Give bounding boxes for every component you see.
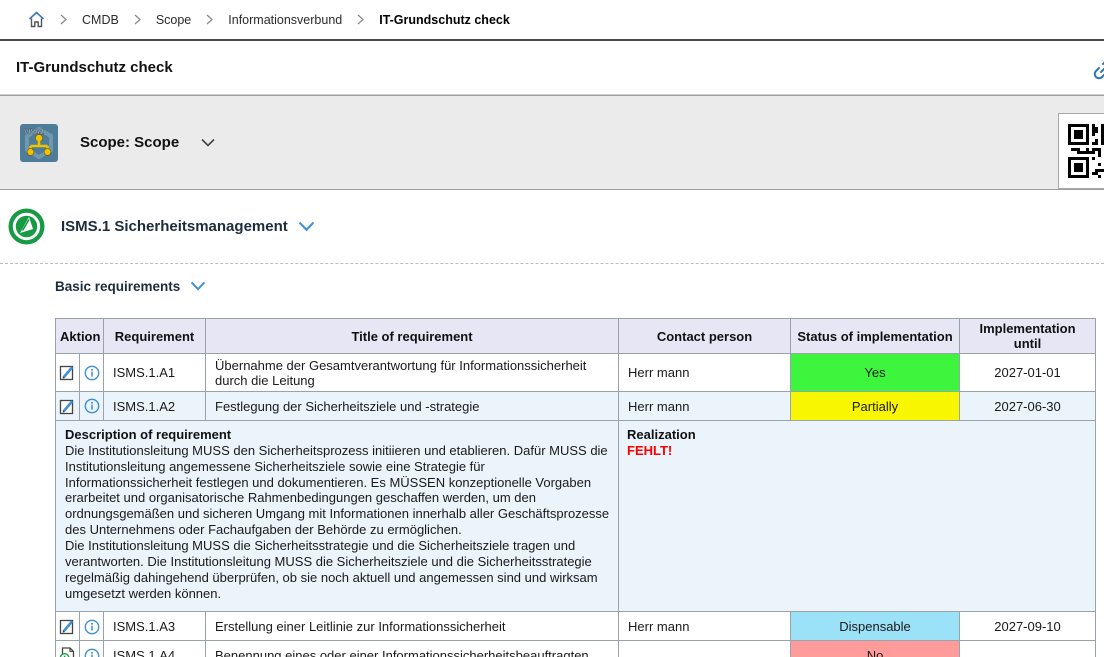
realization-heading: Realization [627, 427, 1087, 443]
column-header-requirement: Requirement [104, 319, 206, 354]
subsection-header: Basic requirements [0, 264, 1104, 318]
requirement-id-cell: ISMS.1.A3 [104, 612, 206, 641]
requirement-title-cell: Erstellung einer Leitlinie zur Informati… [206, 612, 619, 641]
qr-code [1058, 113, 1104, 189]
qr-code-image [1068, 124, 1104, 178]
column-header-title: Title of requirement [206, 319, 619, 354]
column-header-action: Aktion [56, 319, 104, 354]
action-cell-primary [56, 641, 80, 657]
status-cell: Yes [791, 354, 960, 392]
table-row: ISMS.1.A2 Festlegung der Sicherheitsziel… [56, 392, 1096, 421]
scope-title: Scope: Scope [80, 134, 179, 151]
implementation-until-cell: 2027-06-30 [960, 392, 1096, 421]
table-row: ISMS.1.A1 Übernahme der Gesamtverantwort… [56, 354, 1096, 392]
subsection-title: Basic requirements [55, 279, 180, 294]
scope-chevron-down-icon[interactable] [201, 138, 215, 147]
it-grundschutz-check-page: CMDB Scope Informationsverbund IT-Grunds… [0, 0, 1104, 657]
requirement-id-cell: ISMS.1.A1 [104, 354, 206, 392]
compass-icon [8, 208, 45, 245]
status-cell: No [791, 641, 960, 657]
action-cell-info [80, 641, 104, 657]
contact-person-cell: Herr mann [619, 354, 791, 392]
status-cell: Dispensable [791, 612, 960, 641]
requirement-id-cell: ISMS.1.A2 [104, 392, 206, 421]
isms-section-title: ISMS.1 Sicherheitsmanagement [61, 218, 288, 235]
breadcrumb-item-scope[interactable]: Scope [156, 13, 191, 27]
title-bar: IT-Grundschutz check [0, 41, 1104, 95]
info-icon[interactable] [84, 619, 100, 635]
edit-icon[interactable] [59, 618, 76, 635]
breadcrumb-item-current: IT-Grundschutz check [379, 13, 510, 27]
contact-person-cell: Herr mann [619, 392, 791, 421]
implementation-until-cell: 2027-09-10 [960, 612, 1096, 641]
link-icon[interactable] [1091, 56, 1104, 82]
chevron-right-icon [60, 14, 67, 25]
column-header-until: Implementation until [960, 319, 1096, 354]
action-cell-primary [56, 612, 80, 641]
realization-value: FEHLT! [627, 443, 1087, 459]
status-cell: Partially [791, 392, 960, 421]
breadcrumb: CMDB Scope Informationsverbund IT-Grunds… [0, 0, 1104, 41]
requirement-title-cell: Festlegung der Sicherheitsziele und -str… [206, 392, 619, 421]
action-cell-primary [56, 354, 80, 392]
isms-section-header: ISMS.1 Sicherheitsmanagement [0, 190, 1104, 264]
contact-person-cell: Herr mann [619, 612, 791, 641]
scope-object-icon[interactable]: VIVA2 [20, 124, 58, 162]
chevron-right-icon [357, 14, 364, 25]
implementation-until-cell [960, 641, 1096, 657]
breadcrumb-item-informationsverbund[interactable]: Informationsverbund [228, 13, 342, 27]
edit-icon[interactable] [59, 398, 76, 415]
implementation-until-cell: 2027-01-01 [960, 354, 1096, 392]
description-paragraph: Die Institutionsleitung MUSS die Sicherh… [65, 538, 610, 601]
info-icon[interactable] [84, 648, 100, 657]
subsection-chevron-down-icon[interactable] [190, 281, 206, 291]
action-cell-info [80, 392, 104, 421]
table-row: ISMS.1.A3 Erstellung einer Leitlinie zur… [56, 612, 1096, 641]
contact-person-cell [619, 641, 791, 657]
requirement-title-cell: Benennung eines oder einer Informationss… [206, 641, 619, 657]
add-document-icon[interactable] [59, 646, 76, 657]
home-icon[interactable] [28, 11, 45, 28]
requirements-table: Aktion Requirement Title of requirement … [55, 318, 1096, 657]
table-header-row: Aktion Requirement Title of requirement … [56, 319, 1096, 354]
page-title: IT-Grundschutz check [16, 59, 173, 76]
isms-chevron-down-icon[interactable] [298, 221, 315, 232]
requirement-title-cell: Übernahme der Gesamtverantwortung für In… [206, 354, 619, 392]
action-cell-info [80, 612, 104, 641]
chevron-right-icon [134, 14, 141, 25]
breadcrumb-item-cmdb[interactable]: CMDB [82, 13, 119, 27]
chevron-right-icon [206, 14, 213, 25]
info-icon[interactable] [84, 365, 100, 381]
info-icon[interactable] [84, 398, 100, 414]
requirement-id-cell: ISMS.1.A4 [104, 641, 206, 657]
description-paragraph: Die Institutionsleitung MUSS den Sicherh… [65, 443, 610, 538]
action-cell-primary [56, 392, 80, 421]
column-header-contact: Contact person [619, 319, 791, 354]
scope-header: VIVA2 Scope: Scope [0, 95, 1104, 190]
table-row: ISMS.1.A4 Benennung eines oder einer Inf… [56, 641, 1096, 657]
action-cell-info [80, 354, 104, 392]
description-row: Description of requirementDie Institutio… [56, 421, 1096, 612]
description-heading: Description of requirement [65, 427, 610, 443]
description-cell: Description of requirementDie Institutio… [56, 421, 619, 612]
column-header-status: Status of implementation [791, 319, 960, 354]
scope-icon-label: VIVA2 [24, 129, 44, 136]
requirements-table-wrap: Aktion Requirement Title of requirement … [55, 318, 1104, 657]
edit-icon[interactable] [59, 364, 76, 381]
realization-cell: RealizationFEHLT! [619, 421, 1096, 612]
